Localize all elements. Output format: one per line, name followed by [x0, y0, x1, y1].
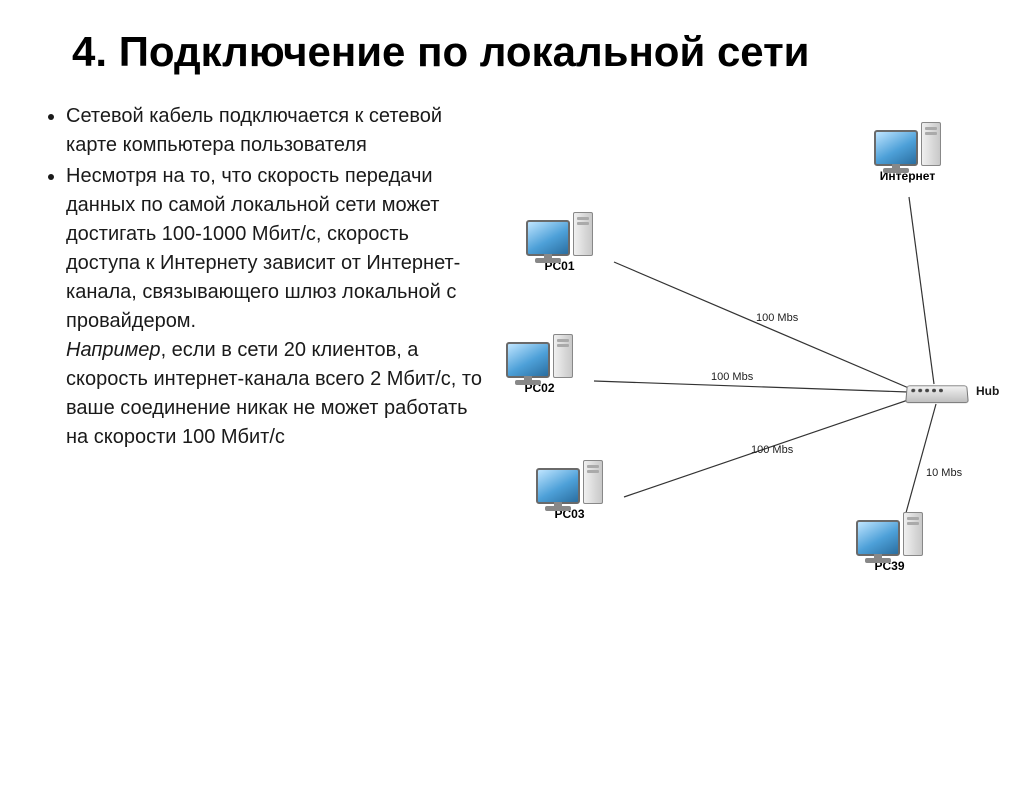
edge-speed-label: 10 Mbs [926, 467, 962, 479]
monitor-icon [856, 520, 900, 556]
hub-label: Hub [976, 384, 999, 398]
tower-icon [583, 460, 603, 504]
text-column: Сетевой кабель подключается к сетевой ка… [42, 102, 482, 602]
node-pc39: PC39 [856, 512, 923, 573]
slide-content: Сетевой кабель подключается к сетевой ка… [0, 102, 1024, 602]
edge-speed-label: 100 Mbs [756, 312, 798, 324]
bullet-2: Несмотря на то, что скорость передачи да… [66, 162, 482, 452]
hub-icon [905, 385, 969, 403]
monitor-icon [506, 342, 550, 378]
slide-title: 4. Подключение по локальной сети [72, 28, 1024, 76]
edge-speed-label: 100 Mbs [711, 371, 753, 383]
node-pc02: PC02 [506, 334, 573, 395]
bullet-2a: Несмотря на то, что скорость передачи да… [66, 165, 460, 332]
node-internet: Интернет [874, 122, 941, 183]
node-pc01: PC01 [526, 212, 593, 273]
bullet-1: Сетевой кабель подключается к сетевой ка… [66, 102, 482, 160]
network-diagram: Hub Интернет PC01 PC02 PC03 PC39 100 Mbs 100 M… [486, 82, 1016, 602]
monitor-icon [536, 468, 580, 504]
tower-icon [921, 122, 941, 166]
monitor-icon [874, 130, 918, 166]
tower-icon [573, 212, 593, 256]
bullet-2b-italic: Например [66, 339, 161, 361]
monitor-icon [526, 220, 570, 256]
edge-speed-label: 100 Mbs [751, 444, 793, 456]
node-pc03: PC03 [536, 460, 603, 521]
tower-icon [553, 334, 573, 378]
tower-icon [903, 512, 923, 556]
